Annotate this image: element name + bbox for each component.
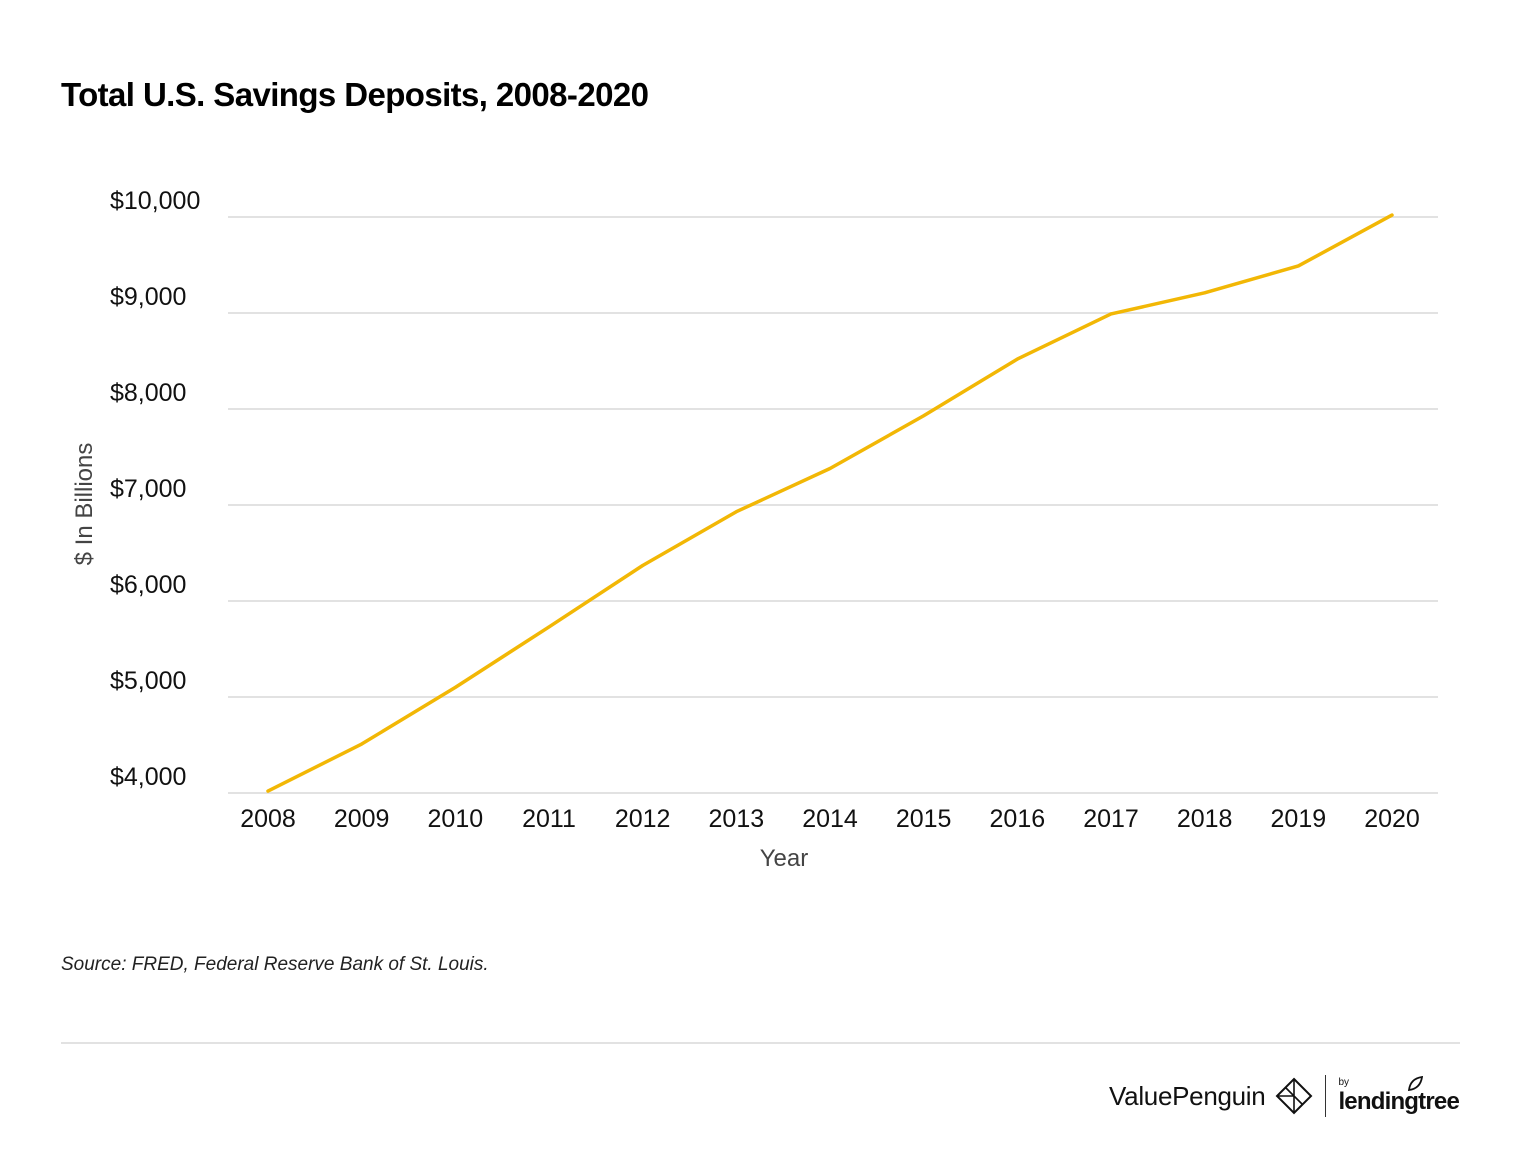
valuepenguin-logo-icon	[1276, 1077, 1313, 1115]
y-tick-label: $9,000	[110, 283, 186, 311]
data-point-2019	[1296, 264, 1300, 268]
x-tick-label: 2017	[1083, 805, 1139, 833]
data-point-2008	[266, 789, 270, 793]
data-point-2016	[1015, 357, 1019, 361]
x-tick-label: 2015	[896, 805, 952, 833]
x-axis-label: Year	[760, 845, 809, 872]
lendingtree-logo: by lendingtree	[1338, 1076, 1460, 1115]
data-point-2009	[360, 742, 364, 746]
x-tick-label: 2020	[1364, 805, 1420, 833]
series-layer	[266, 213, 1394, 793]
x-tick-label: 2014	[802, 805, 858, 833]
y-tick-label: $5,000	[110, 667, 186, 695]
x-tick-label: 2013	[709, 805, 765, 833]
data-point-2015	[922, 414, 926, 418]
x-axis-ticks: 2008 2009 2010 2011 2012 2013 2014 2015 2016 2017…	[240, 805, 1420, 833]
data-point-2012	[641, 563, 645, 567]
by-label: by	[1338, 1077, 1349, 1088]
data-point-2011	[547, 625, 551, 629]
data-point-2014	[828, 467, 832, 471]
page-title: Total U.S. Savings Deposits, 2008-2020	[61, 76, 649, 113]
brand-divider	[1325, 1075, 1327, 1117]
data-point-2017	[1109, 312, 1113, 316]
x-tick-label: 2018	[1177, 805, 1233, 833]
y-tick-label: $8,000	[110, 379, 186, 407]
data-point-2010	[453, 685, 457, 689]
x-tick-label: 2016	[990, 805, 1046, 833]
line-chart: $4,000 $5,000 $6,000 $7,000 $8,000 $9,000 $10,…	[71, 187, 1438, 872]
y-tick-label: $10,000	[110, 187, 200, 215]
x-tick-label: 2009	[334, 805, 390, 833]
source-note: Source: FRED, Federal Reserve Bank of St…	[61, 954, 489, 975]
y-tick-label: $6,000	[110, 571, 186, 599]
data-point-2020	[1390, 213, 1394, 217]
brand-logos: ValuePenguin by lendingtree	[1109, 1074, 1460, 1118]
footer-divider	[61, 1042, 1460, 1044]
grid-lines	[228, 216, 1438, 794]
series-line	[266, 213, 1394, 793]
leaf-icon	[1407, 1076, 1423, 1092]
x-tick-label: 2012	[615, 805, 671, 833]
x-tick-label: 2008	[240, 805, 296, 833]
data-point-2018	[1203, 291, 1207, 295]
lendingtree-wordmark: lendingtree	[1338, 1088, 1459, 1115]
y-axis-label: $ In Billions	[71, 443, 98, 566]
x-tick-label: 2010	[428, 805, 484, 833]
valuepenguin-wordmark: ValuePenguin	[1109, 1080, 1266, 1111]
y-tick-label: $4,000	[110, 763, 186, 791]
data-point-2013	[734, 510, 738, 514]
y-tick-label: $7,000	[110, 475, 186, 503]
x-tick-label: 2019	[1271, 805, 1327, 833]
y-axis-ticks: $4,000 $5,000 $6,000 $7,000 $8,000 $9,000 $10,…	[110, 187, 200, 791]
x-tick-label: 2011	[522, 805, 576, 833]
